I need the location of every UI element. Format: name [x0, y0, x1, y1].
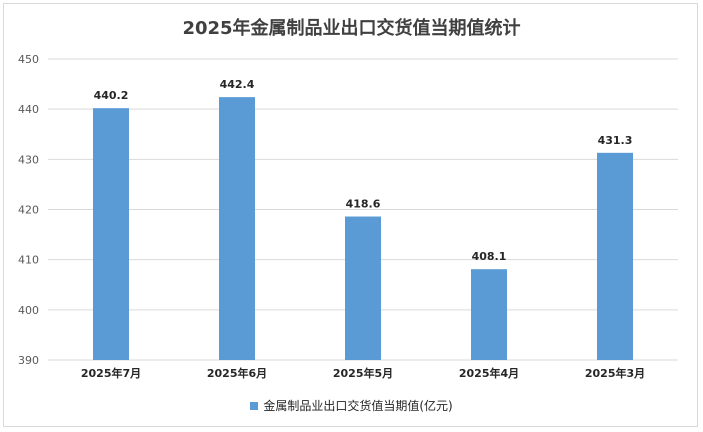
- y-tick-label: 440: [18, 103, 39, 116]
- y-tick-label: 400: [18, 304, 39, 317]
- data-label: 442.4: [220, 78, 255, 91]
- y-tick-label: 430: [18, 153, 39, 166]
- x-tick-label: 2025年5月: [333, 366, 393, 380]
- x-tick-label: 2025年6月: [207, 366, 267, 380]
- bar: [219, 97, 255, 361]
- legend-swatch: [250, 401, 259, 410]
- y-tick-label: 410: [18, 254, 39, 267]
- y-tick-label: 420: [18, 204, 39, 217]
- data-label: 408.1: [472, 250, 507, 263]
- chart-title: 2025年金属制品业出口交货值当期值统计: [182, 18, 521, 39]
- y-tick-label: 450: [18, 53, 39, 66]
- y-tick-label: 390: [18, 354, 39, 367]
- x-tick-label: 2025年4月: [459, 366, 519, 380]
- bar: [471, 269, 507, 360]
- legend: 金属制品业出口交货值当期值(亿元): [0, 397, 703, 414]
- x-tick-label: 2025年7月: [81, 366, 141, 380]
- bar: [345, 216, 381, 360]
- data-label: 440.2: [94, 89, 129, 102]
- x-tick-label: 2025年3月: [585, 366, 645, 380]
- data-label: 431.3: [598, 134, 633, 147]
- legend-label: 金属制品业出口交货值当期值(亿元): [263, 399, 453, 413]
- data-label: 418.6: [346, 198, 381, 211]
- bar: [93, 108, 129, 360]
- bar: [597, 152, 633, 360]
